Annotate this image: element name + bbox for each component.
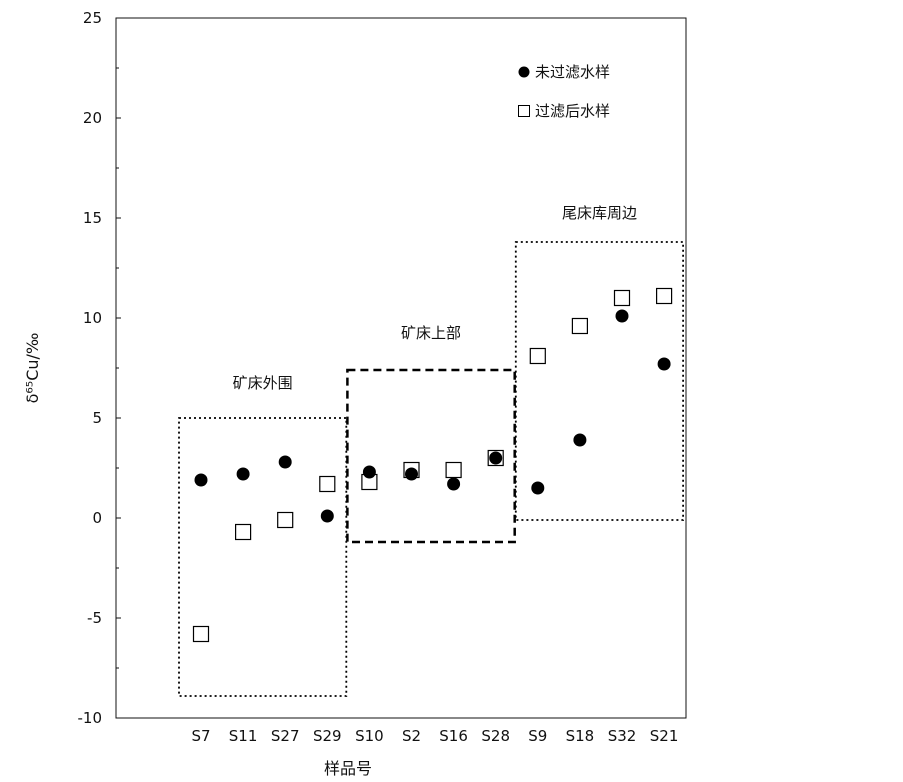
x-tick-label: S18 xyxy=(566,727,595,745)
x-tick-label: S2 xyxy=(402,727,421,745)
x-tick-label: S16 xyxy=(439,727,468,745)
x-tick-label: S10 xyxy=(355,727,384,745)
point-unfiltered xyxy=(615,309,629,323)
point-filtered xyxy=(319,475,336,493)
legend-label-unfiltered: 未过滤水样 xyxy=(535,63,610,81)
legend-open-square-icon xyxy=(518,105,530,117)
legend: 未过滤水样 过滤后水样 xyxy=(518,63,610,120)
data-points xyxy=(192,287,673,643)
point-filtered xyxy=(445,461,462,479)
x-tick-label: S27 xyxy=(271,727,300,745)
point-unfiltered xyxy=(236,467,250,481)
point-filtered xyxy=(235,523,252,541)
legend-filled-circle-icon xyxy=(518,66,530,78)
y-tick-label: -10 xyxy=(78,709,103,727)
y-axis-title: δ⁶⁵Cu/‰ xyxy=(23,333,42,404)
point-filtered xyxy=(403,461,420,479)
point-filtered xyxy=(361,473,378,491)
plot-frame xyxy=(115,17,687,719)
point-filtered xyxy=(613,289,631,307)
y-tick-label: -5 xyxy=(87,609,102,627)
point-unfiltered xyxy=(278,455,292,469)
x-tick-label: S11 xyxy=(229,727,258,745)
point-filtered xyxy=(192,625,210,643)
group-boxes: 矿床外围 矿床上部 尾床库周边 xyxy=(178,204,684,697)
point-filtered xyxy=(277,511,294,529)
legend-label-filtered: 过滤后水样 xyxy=(535,102,610,120)
x-tick-label: S29 xyxy=(313,727,342,745)
point-filtered xyxy=(529,347,546,365)
group-box xyxy=(514,241,684,521)
point-unfiltered xyxy=(194,473,208,487)
group-label: 矿床上部 xyxy=(401,324,461,342)
group-box xyxy=(178,417,348,697)
point-unfiltered xyxy=(447,477,461,491)
point-unfiltered xyxy=(573,433,587,447)
group-box xyxy=(346,368,516,544)
point-unfiltered xyxy=(362,465,376,479)
x-axis: S7 S11 S27 S29 S10 S2 S16 S28 S9 S18 S32 S21 xyxy=(191,727,678,745)
y-axis: -10 -5 0 5 10 15 20 25 xyxy=(78,9,121,727)
y-tick-label: 5 xyxy=(92,409,102,427)
x-tick-label: S32 xyxy=(608,727,637,745)
x-tick-label: S21 xyxy=(650,727,679,745)
group-label: 矿床外围 xyxy=(233,374,293,392)
x-tick-label: S28 xyxy=(481,727,510,745)
y-tick-label: 15 xyxy=(83,209,102,227)
point-filtered xyxy=(655,287,673,305)
point-unfiltered xyxy=(320,509,334,523)
y-tick-label: 20 xyxy=(83,109,102,127)
point-unfiltered xyxy=(489,451,503,465)
point-unfiltered xyxy=(405,467,418,481)
x-axis-title: 样品号 xyxy=(324,759,372,778)
point-unfiltered xyxy=(657,357,671,371)
x-tick-label: S7 xyxy=(191,727,210,745)
y-tick-label: 25 xyxy=(83,9,102,27)
point-filtered xyxy=(571,317,589,335)
x-tick-label: S9 xyxy=(528,727,547,745)
group-label: 尾床库周边 xyxy=(562,204,637,222)
y-tick-label: 0 xyxy=(92,509,102,527)
point-unfiltered xyxy=(531,481,545,495)
y-tick-label: 10 xyxy=(83,309,102,327)
point-filtered xyxy=(487,449,504,467)
